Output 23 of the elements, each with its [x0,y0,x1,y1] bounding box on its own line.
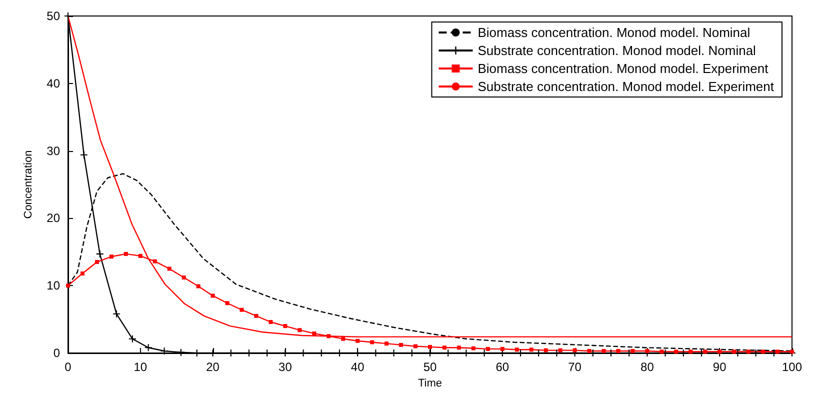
x-tick-label: 70 [568,360,582,374]
y-axis-title: Concentration [22,150,34,219]
x-tick-label: 0 [64,360,72,374]
y-tick-label: 0 [53,346,60,360]
y-tick-label: 50 [46,9,60,23]
y-tick-label: 20 [46,211,60,226]
x-tick-label: 30 [278,360,292,374]
y-tick-label: 40 [46,76,60,90]
x-tick-label: 40 [350,360,365,374]
x-axis-title: Time [418,377,442,390]
legend-label: Substrate concentration. Monod model. Experiment [478,79,774,94]
x-tick-label: 90 [712,360,727,374]
x-tick-label: 10 [134,360,148,374]
x-tick-label: 20 [206,360,220,374]
legend-label: Biomass concentration. Monod model. Nominal [478,25,750,40]
x-tick-label: 50 [423,360,437,374]
x-tick-label: 100 [782,360,802,374]
y-tick-label: 30 [46,144,60,158]
legend-label: Substrate concentration. Monod model. Nominal [478,43,756,58]
x-tick-label: 80 [640,360,654,374]
y-tick-label: 10 [46,278,60,293]
legend-label: Biomass concentration. Monod model. Experiment [478,61,769,76]
x-tick-label: 60 [496,360,510,374]
